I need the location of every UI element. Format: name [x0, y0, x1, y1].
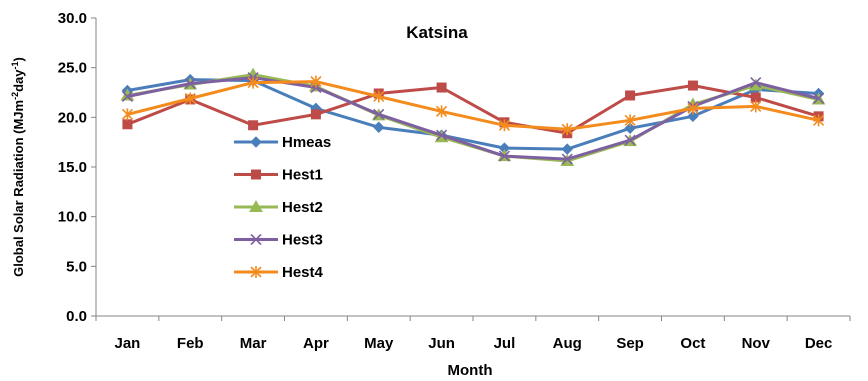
data-point-hmeas: [561, 143, 573, 155]
x-tick-label: Jan: [114, 335, 140, 352]
data-point-hest1: [687, 80, 698, 91]
axes: [95, 18, 850, 317]
data-point-hest3: [436, 129, 448, 141]
legend-marker: [250, 266, 262, 278]
data-point-hest3: [561, 153, 573, 165]
data-point-hest3: [498, 150, 510, 162]
legend-label: Hest1: [282, 167, 323, 184]
data-point-hest4: [561, 123, 573, 136]
series-hest4: [121, 75, 825, 136]
data-point-hest4: [373, 90, 385, 103]
y-tick-label: 5.0: [66, 258, 87, 275]
legend-marker: [251, 169, 261, 180]
data-point-hest4: [436, 105, 448, 118]
data-point-hest3: [373, 108, 385, 120]
data-point-hest1: [248, 120, 259, 131]
legend-label: Hmeas: [282, 134, 331, 151]
legend-marker: [250, 136, 262, 148]
y-tick-label: 10.0: [58, 209, 87, 226]
x-tick-label: May: [364, 335, 394, 352]
data-point-hest4: [184, 92, 196, 105]
x-tick-label: Oct: [680, 335, 705, 352]
chart-title: Katsina: [406, 23, 468, 42]
data-point-hest4: [687, 102, 699, 115]
legend-item-hest1: Hest1: [234, 167, 323, 184]
data-point-hest1: [122, 119, 133, 130]
x-tick-label: Jun: [428, 335, 455, 352]
x-axis-title: Month: [448, 362, 493, 379]
legend-item-hest2: Hest2: [234, 199, 323, 216]
x-tick-label: Sep: [616, 335, 644, 352]
y-axis-title-end: ): [11, 57, 26, 61]
legend-item-hmeas: Hmeas: [234, 134, 331, 151]
data-point-hest1: [625, 90, 636, 101]
y-tick-label: 30.0: [58, 10, 87, 27]
y-axis-title: Global Solar Radiation (MJm-2day-1): [10, 57, 26, 277]
series-layer: [120, 67, 826, 167]
data-point-hest1: [310, 109, 321, 120]
data-point-hest4: [813, 114, 825, 127]
data-point-hmeas: [373, 121, 385, 133]
data-point-hest4: [498, 119, 510, 132]
y-axis-title-main: Global Solar Radiation (MJm: [11, 100, 26, 277]
legend-label: Hest4: [282, 264, 324, 281]
data-point-hest3: [750, 77, 762, 89]
series-line-hest3: [127, 76, 819, 161]
legend-item-hest3: Hest3: [234, 232, 323, 249]
data-point-hest3: [813, 92, 825, 105]
legend-label: Hest3: [282, 232, 323, 249]
legend-marker: [250, 233, 262, 246]
x-tick-label: Apr: [303, 335, 329, 352]
data-point-hest4: [750, 100, 762, 113]
y-axis-title-sup1: -2: [10, 92, 20, 100]
data-point-hmeas: [687, 110, 699, 123]
y-tick-label: 25.0: [58, 60, 87, 77]
y-axis-ticks: 0.0 5.0 10.0 15.0 20.0 25.0 30.0: [58, 10, 96, 325]
y-axis-title-mid: day: [11, 69, 26, 92]
legend-marker: [249, 199, 263, 212]
data-point-hest3: [624, 134, 636, 146]
x-tick-label: Dec: [805, 335, 833, 352]
series-line-hmeas: [127, 78, 819, 151]
x-tick-label: Mar: [240, 335, 267, 352]
x-tick-label: Jul: [494, 335, 516, 352]
data-point-hest4: [310, 75, 322, 88]
x-tick-label: Feb: [177, 335, 204, 352]
data-point-hest4: [247, 76, 259, 89]
series-line-hest4: [127, 80, 819, 131]
data-point-hest3: [184, 77, 196, 90]
data-point-hest3: [121, 90, 133, 103]
legend: Hmeas Hest1 Hest2 Hest3 Hest4: [234, 134, 331, 281]
y-tick-label: 0.0: [66, 308, 87, 325]
x-tick-label: Aug: [553, 335, 582, 352]
y-tick-label: 15.0: [58, 159, 87, 176]
legend-item-hest4: Hest4: [234, 264, 324, 281]
x-tick-label: Nov: [742, 335, 771, 352]
series-line-hest1: [126, 84, 820, 135]
x-axis-ticks: Jan Feb Mar Apr May Jun Jul Aug Sep Oct Nov Dec: [95, 316, 851, 352]
data-point-hest1: [436, 82, 447, 93]
data-point-hest4: [624, 114, 636, 127]
data-point-hmeas: [624, 122, 636, 134]
legend-label: Hest2: [282, 199, 323, 216]
y-tick-label: 20.0: [58, 109, 87, 126]
y-axis-title-sup2: -1: [10, 61, 20, 69]
data-point-hest4: [121, 108, 133, 121]
